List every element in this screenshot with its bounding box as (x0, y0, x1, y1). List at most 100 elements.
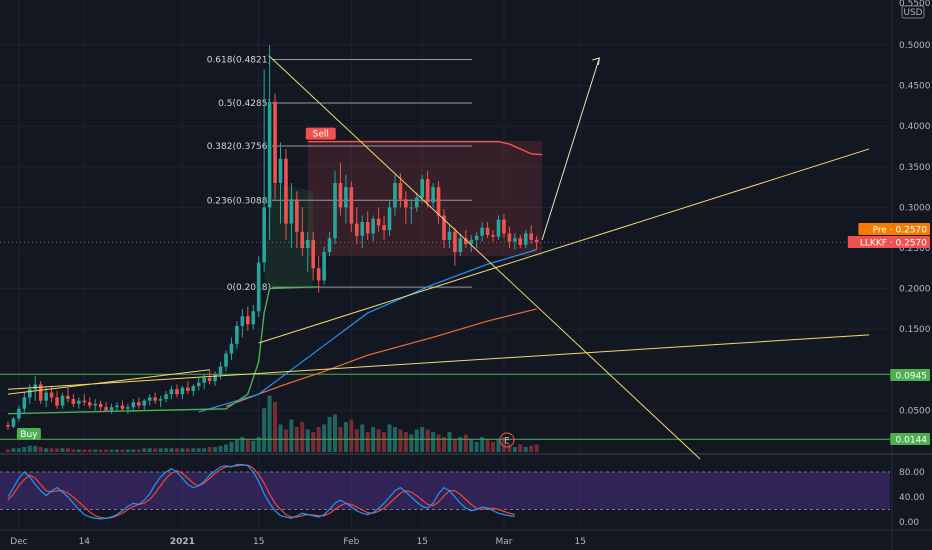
candle-body (251, 311, 256, 325)
volume-bar (398, 429, 403, 452)
volume-bar (474, 442, 479, 452)
fib-label: 0.5(0.4285) (218, 99, 271, 109)
volume-bar (196, 448, 201, 452)
candle-body (191, 386, 196, 391)
price-tick-label: 0.3000 (899, 203, 931, 213)
trend-lines (7, 56, 870, 460)
time-tick-label: Dec (10, 537, 27, 547)
volume-bar (76, 449, 81, 452)
price-axis[interactable]: 0.5000 0.4500 0.4000 0.3500 0.3000 0.2500 0.20… (899, 0, 931, 528)
candle-body (387, 207, 392, 231)
time-axis[interactable]: Dec 14 2021 15 Feb 15 Mar 15 (10, 537, 586, 547)
price-tag-badge (858, 223, 930, 235)
earnings-marker (499, 432, 515, 448)
volume-bar (202, 448, 207, 452)
candle-body (229, 343, 234, 354)
volume-bar (256, 437, 261, 452)
volume-bar (27, 445, 32, 452)
candle-body (338, 183, 343, 208)
price-tick-label: 0.5000 (899, 41, 931, 51)
volume-bar (22, 447, 27, 452)
candle-body (273, 101, 277, 184)
volume-bar (38, 447, 43, 452)
candle-body (126, 407, 130, 409)
time-tick-label: 14 (79, 537, 91, 547)
volume-bar (480, 437, 485, 452)
candle-body (267, 101, 272, 208)
volume-bar (153, 448, 158, 452)
volume-bar (125, 449, 130, 452)
candle-body (436, 187, 441, 216)
volume-bar (387, 424, 392, 452)
time-tick-label: 15 (416, 537, 427, 547)
volume-bar (365, 432, 370, 452)
candle-body (28, 389, 32, 398)
candle-body (518, 238, 523, 245)
candle-body (393, 183, 397, 208)
signal-badge (305, 127, 336, 140)
volume-bar (147, 448, 152, 452)
volume-bar (376, 429, 381, 452)
volume-bar (431, 432, 436, 452)
volume-bar (333, 414, 337, 452)
volume-bar (109, 449, 114, 452)
candle-body (344, 187, 348, 208)
candle-body (327, 238, 332, 253)
volume-bar (158, 448, 163, 452)
price-tag-label: LLKKF · 0.2570 (860, 239, 927, 249)
candle-body (469, 239, 474, 244)
volume-bar (289, 419, 294, 452)
time-tick-label: 15 (575, 537, 586, 547)
volume-bar (501, 437, 506, 452)
oscillator-pane (0, 463, 890, 520)
volume-bar (322, 424, 327, 452)
candle-body (213, 374, 217, 382)
signal-markers: Sell Buy E (16, 127, 515, 448)
candle-body (371, 218, 375, 234)
price-tag-label: 0.0144 (896, 436, 928, 446)
volume-bar (523, 447, 528, 452)
volume-bar (349, 419, 354, 452)
candle-body (142, 400, 147, 406)
volume-bar (273, 402, 278, 452)
candle-body (284, 158, 288, 224)
candle-body (44, 392, 48, 401)
trend-line (258, 148, 870, 344)
fibonacci-levels: 0.618(0.4821) 0.5(0.4285) 0.382(0.3756) 0.2… (207, 56, 472, 293)
candle-body (431, 187, 435, 203)
volume-bar (491, 442, 496, 452)
candle-body (224, 353, 228, 367)
candle-body (33, 384, 38, 390)
volume-bar (6, 449, 10, 452)
volume-bar (425, 429, 430, 452)
candle-body (485, 227, 490, 236)
candle-body (376, 218, 381, 226)
candle-body (295, 199, 299, 232)
candle-body (300, 231, 305, 248)
candle-body (180, 387, 185, 395)
candle-body (453, 231, 457, 253)
volume-bar (534, 444, 539, 452)
candle-body (11, 418, 16, 427)
volume-bar (262, 408, 267, 452)
volume-bar (251, 440, 256, 452)
volume-bar (311, 432, 316, 452)
volume-bar (234, 439, 239, 452)
candle-body (496, 219, 501, 237)
volume-bar (65, 448, 70, 452)
volume-bar (442, 437, 446, 452)
volume-bar (518, 444, 523, 452)
oscillator-band (0, 472, 890, 510)
volume-bar (185, 448, 190, 452)
candle-body (49, 392, 54, 398)
candle-body (311, 239, 315, 269)
candle-body (262, 207, 266, 263)
volume-bar (224, 444, 228, 452)
candle-body (55, 397, 59, 406)
trailing-stop-line (7, 286, 319, 415)
volume-bar (452, 439, 457, 452)
candle-body (175, 389, 179, 395)
price-tick-label: 0.2500 (899, 244, 931, 254)
candle-body (60, 395, 65, 406)
